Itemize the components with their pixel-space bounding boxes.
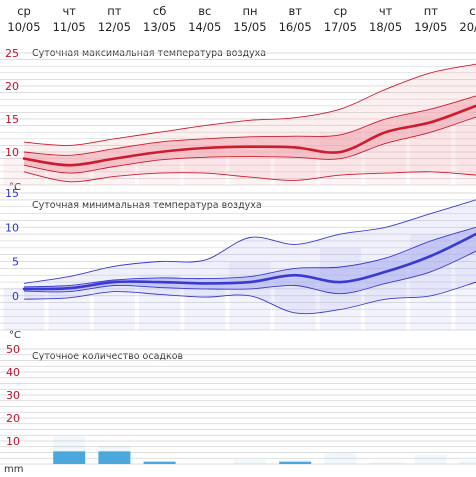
max-temp-y-tick: 25 bbox=[5, 47, 19, 60]
max-temp-inner-band bbox=[24, 95, 476, 174]
day-name-label: пн bbox=[242, 4, 257, 18]
min-temp-y-tick: 15 bbox=[5, 187, 19, 200]
precip-y-tick: 40 bbox=[6, 366, 20, 379]
day-date-label: 16/05 bbox=[279, 20, 312, 34]
precip-title: Суточное количество осадков bbox=[32, 351, 184, 362]
day-date-label: 14/05 bbox=[188, 20, 221, 34]
max-temp-outer-upper-line bbox=[23, 63, 476, 146]
precip-ghost-bar bbox=[414, 454, 447, 464]
min-temp-unit: °C bbox=[9, 330, 21, 341]
day-date-label: 18/05 bbox=[369, 20, 402, 34]
precip-unit: mm bbox=[4, 464, 23, 475]
precip-bar bbox=[53, 451, 86, 464]
min-temp-inner-lower-line bbox=[23, 250, 476, 295]
day-date-label: 20/05 bbox=[459, 20, 476, 34]
day-name-label: чт bbox=[62, 4, 76, 18]
max-temperature-panel: Суточная максимальная температура воздух… bbox=[0, 47, 476, 193]
min-temp-outer-upper-line bbox=[23, 199, 476, 284]
precip-bar bbox=[143, 461, 176, 464]
max-temp-outer-lower-line bbox=[23, 171, 476, 183]
min-temp-inner-upper-line bbox=[23, 226, 476, 288]
min-temperature-panel: Суточная минимальная температура воздуха… bbox=[0, 187, 476, 341]
day-date-label: 11/05 bbox=[53, 20, 86, 34]
max-temp-y-tick: 20 bbox=[5, 80, 19, 93]
precip-ghost-bar bbox=[324, 452, 357, 464]
precip-ghost-bar bbox=[234, 459, 266, 464]
precip-bar bbox=[98, 451, 131, 464]
day-name-label: сб bbox=[153, 4, 166, 18]
max-temp-day-bar bbox=[455, 105, 476, 185]
day-name-label: вт bbox=[288, 4, 302, 18]
min-temp-day-bar bbox=[48, 285, 90, 330]
precipitation-panel: Суточное количество осадков mm 50 40 30 20 1… bbox=[0, 343, 476, 475]
precip-ghost-bar bbox=[460, 460, 476, 464]
precip-y-tick: 10 bbox=[6, 435, 20, 448]
day-name-label: сб bbox=[469, 4, 476, 18]
precip-y-tick: 50 bbox=[6, 343, 20, 356]
day-date-label: 12/05 bbox=[98, 20, 131, 34]
day-date-label: 17/05 bbox=[324, 20, 357, 34]
day-date-label: 15/05 bbox=[233, 20, 266, 34]
min-temp-y-tick: 5 bbox=[12, 256, 19, 269]
min-temp-outer-lower-line bbox=[23, 281, 476, 315]
max-temp-unit: °C bbox=[9, 182, 21, 193]
precip-y-tick: 30 bbox=[6, 389, 20, 402]
min-temp-day-bar bbox=[3, 287, 45, 330]
day-date-label: 10/05 bbox=[7, 20, 40, 34]
day-name-label: ср bbox=[334, 4, 348, 18]
precip-y-tick: 20 bbox=[6, 412, 20, 425]
min-temp-y-tick: 0 bbox=[12, 290, 19, 303]
day-name-label: пт bbox=[107, 4, 122, 18]
min-temp-day-bar bbox=[93, 282, 135, 330]
day-name-label: ср bbox=[17, 4, 31, 18]
min-temp-title: Суточная минимальная температура воздуха bbox=[32, 200, 262, 211]
min-temp-day-bar bbox=[184, 283, 226, 330]
precip-ghost-bar bbox=[369, 462, 402, 464]
day-date-label: 13/05 bbox=[143, 20, 176, 34]
day-name-label: вс bbox=[198, 4, 211, 18]
max-temp-inner-lower-line bbox=[23, 116, 476, 174]
min-temp-mean-line bbox=[22, 232, 476, 291]
day-name-label: пт bbox=[424, 4, 439, 18]
max-temp-title: Суточная максимальная температура воздух… bbox=[32, 48, 266, 59]
max-temp-y-tick: 15 bbox=[5, 113, 19, 126]
max-temp-y-tick: 10 bbox=[5, 146, 19, 159]
day-date-label: 19/05 bbox=[414, 20, 447, 34]
max-temp-mean-line bbox=[22, 104, 476, 167]
min-temp-y-tick: 10 bbox=[5, 221, 19, 234]
precip-bars bbox=[53, 451, 312, 464]
max-temp-inner-upper-line bbox=[23, 95, 476, 156]
day-name-label: чт bbox=[379, 4, 393, 18]
precip-bar bbox=[279, 461, 312, 464]
day-header: ср 10/05 чт 11/05 пт 12/05 сб 13/05 вс 14/05 пн 15/… bbox=[7, 4, 476, 34]
